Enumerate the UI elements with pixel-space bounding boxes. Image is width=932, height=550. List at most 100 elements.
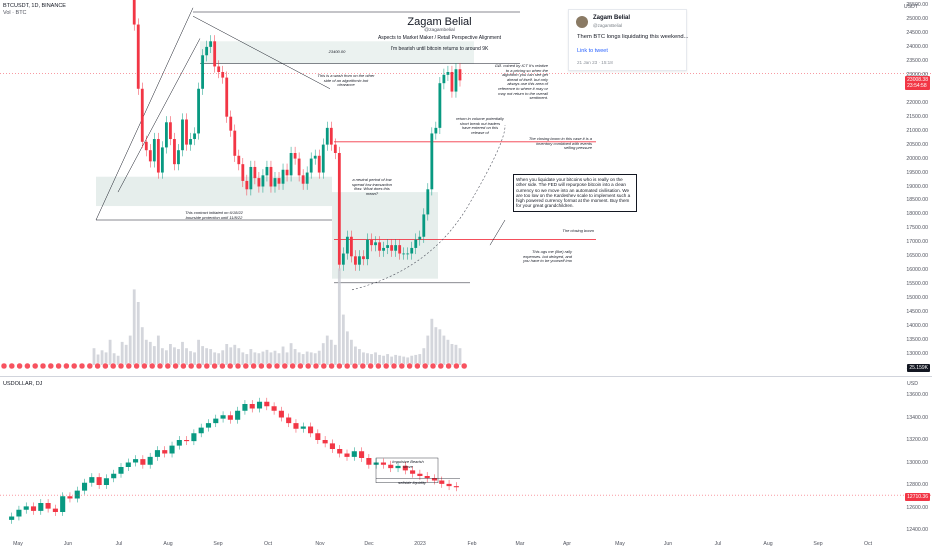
price-tick-label: 22000.00 xyxy=(906,99,928,106)
btc-candle xyxy=(458,69,462,81)
tweet-card[interactable]: Zagam Belial @zagamBelial Them BTC longs… xyxy=(568,9,689,71)
volume-bar xyxy=(281,346,285,365)
btc-candle xyxy=(426,189,430,215)
volume-bar xyxy=(152,346,156,365)
usd-last-badge: 12710.36 xyxy=(905,493,930,501)
annotation-closing-boom-2[interactable]: The closing boom xyxy=(562,228,594,233)
usd-candle xyxy=(9,516,15,520)
event-marker-icon xyxy=(0,362,8,370)
volume-bar xyxy=(406,357,410,365)
btc-candle xyxy=(293,152,297,159)
usd-candle xyxy=(278,410,284,418)
event-marker-icon xyxy=(70,362,78,370)
event-marker-icon xyxy=(203,362,211,370)
tweet-link[interactable]: Link to tweet xyxy=(577,48,608,54)
usd-candle xyxy=(453,486,459,488)
volume-bar xyxy=(362,352,365,365)
volume-bar xyxy=(213,352,217,365)
event-marker-icon xyxy=(187,362,195,370)
volume-bar xyxy=(265,349,269,365)
volume-bar xyxy=(333,344,337,365)
usd-tick-label: 13200.00 xyxy=(906,437,928,443)
annotation-closing-boom-1[interactable]: The closing boom in this case it is a in… xyxy=(528,136,592,151)
usd-candle xyxy=(300,426,306,429)
volume-bar xyxy=(273,350,277,365)
annotation-neutral-period[interactable]: a neutral period of low spread low trans… xyxy=(351,177,393,196)
volume-badge: 25.159K xyxy=(907,364,930,372)
volume-bar xyxy=(140,327,144,365)
event-marker-icon xyxy=(148,362,156,370)
time-tick-label: Aug xyxy=(163,541,173,547)
price-axis-bottom[interactable]: 13600.00 13400.00 13200.00 13000.00 12800.00… xyxy=(902,376,932,538)
volume-bar xyxy=(108,339,112,365)
note-box[interactable]: When you liquidate your bitcoins who is … xyxy=(513,174,637,212)
btc-candle xyxy=(249,166,253,190)
volume-bar xyxy=(341,314,345,365)
annotation-impulsive[interactable]: Impulsive Bearish Move xyxy=(392,459,424,469)
volume-bar xyxy=(329,339,333,365)
event-marker-icon xyxy=(47,362,55,370)
usd-candle xyxy=(439,480,445,484)
pane2-symbol-label[interactable]: USDOLLAR, DJ xyxy=(3,381,43,387)
event-marker-icon xyxy=(234,362,242,370)
price-tick-label: 20000.00 xyxy=(906,155,928,162)
annotation-rally[interactable]: This ugs me (like) rally expenses. but d… xyxy=(523,249,572,264)
volume-bar xyxy=(112,353,116,365)
annotation-return-volume[interactable]: return in volume potentially short break… xyxy=(456,116,504,135)
volume-bar xyxy=(442,335,446,365)
time-axis[interactable]: May Jun Jul Aug Sep Oct Nov Dec 2023 Feb Mar Apr May… xyxy=(0,538,900,550)
volume-bar xyxy=(358,349,361,365)
event-marker-icon xyxy=(304,362,312,370)
volume-bar xyxy=(160,348,164,365)
price-tick-label: 17500.00 xyxy=(906,225,928,232)
event-marker-icon xyxy=(211,362,218,370)
btc-candle xyxy=(269,166,273,187)
event-marker-icon xyxy=(336,362,343,370)
annotation-contract[interactable]: This contract initiated on 6/18/22 bours… xyxy=(185,210,243,220)
usd-candle xyxy=(147,456,153,465)
time-tick-label: Jul xyxy=(714,541,722,547)
event-marker-icon xyxy=(125,362,133,370)
annotation-coined[interactable]: GØ. coined by ICT It's relative to a pri… xyxy=(494,63,548,101)
last-price-badge: 23008.38 23:54:58 xyxy=(905,76,930,90)
pane-separator[interactable] xyxy=(0,376,932,377)
event-marker-icon xyxy=(320,362,328,370)
event-marker-icon xyxy=(219,362,226,370)
event-marker-icon xyxy=(390,362,398,370)
btc-candle xyxy=(309,158,313,173)
symbol-label[interactable]: BTCUSDT, 1D, BINANCE xyxy=(3,3,66,9)
volume-bar xyxy=(253,352,257,365)
usd-candle xyxy=(395,465,401,469)
volume-label[interactable]: Vol · BTC xyxy=(3,10,27,16)
btc-candle xyxy=(136,24,140,89)
annotation-sellside[interactable]: sellside liquidity xyxy=(398,480,426,485)
volume-bar xyxy=(156,335,160,365)
usd-candle xyxy=(205,423,212,428)
btc-candle xyxy=(156,139,160,173)
btc-candle xyxy=(253,166,257,179)
price-axis-top[interactable]: 25500.00 25000.00 24500.00 24000.00 23500.00… xyxy=(902,0,932,376)
usd-candle xyxy=(45,503,51,509)
volume-bar xyxy=(261,351,265,365)
event-marker-icon xyxy=(250,362,257,370)
btc-candle xyxy=(438,83,442,128)
time-tick-label: Mar xyxy=(515,541,525,547)
volume-bar xyxy=(277,353,281,365)
usd-candle xyxy=(111,473,117,479)
btc-candle xyxy=(378,242,381,251)
volume-bar xyxy=(418,354,422,365)
annotation-level[interactable]: 23400.00 xyxy=(328,49,346,54)
time-tick-label: Oct xyxy=(863,541,873,547)
time-tick-label: Aug xyxy=(763,541,773,547)
usd-candle xyxy=(23,506,29,510)
event-marker-icon xyxy=(164,362,172,370)
volume-bar xyxy=(229,347,233,365)
usd-candle xyxy=(103,478,109,485)
time-tick-label: May xyxy=(13,541,23,547)
usd-candle xyxy=(293,423,299,429)
btc-candle xyxy=(181,119,184,151)
btc-candle xyxy=(221,72,225,78)
usd-candle xyxy=(140,459,146,465)
annotation-wash[interactable]: This is a wash from on the other side of… xyxy=(317,73,375,88)
